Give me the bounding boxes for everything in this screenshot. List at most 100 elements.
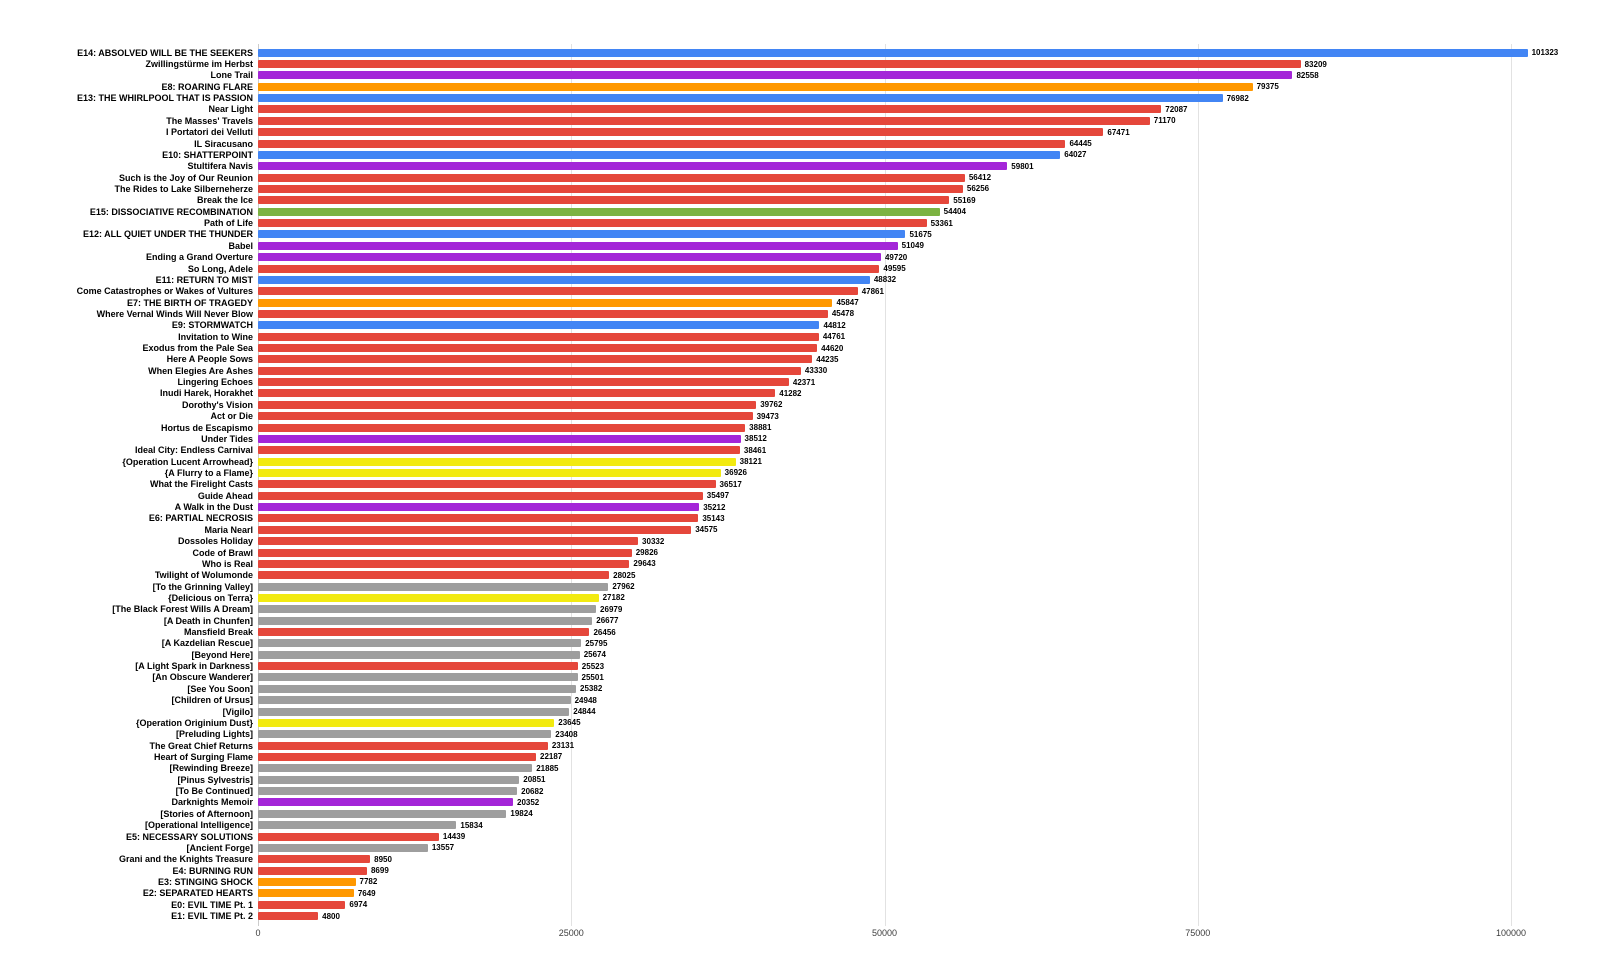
bar-label: Grani and the Knights Treasure [118,854,253,865]
bar [258,207,940,216]
bar-row: Exodus from the Pale Sea 44620 [0,342,1600,353]
bar [258,707,570,716]
bar-value-label: 25674 [583,650,606,660]
bar [258,821,457,830]
bar-value-label: 14439 [442,832,466,841]
bar [258,866,367,875]
bar-value-label: 20682 [521,786,544,796]
bar [258,287,858,296]
bar-row: A Walk in the Dust 35212 [0,501,1600,512]
bar-row: Near Light 72087 [0,104,1600,115]
bar [258,900,346,909]
bar-value-label: 26979 [600,604,623,614]
bar [258,673,578,682]
bar-value-label: 29643 [633,559,656,569]
bar-value-label: 8950 [374,854,392,864]
bar-label: The Rides to Lake Silberneherze [114,183,253,194]
bar [258,718,555,727]
bar-value-label: 21885 [536,763,559,773]
bar [258,48,1528,57]
bar-value-label: 49595 [883,264,906,273]
bar [258,752,536,761]
bar-row: E14: ABSOLVED WILL BE THE SEEKERS 101323 [0,47,1600,58]
bar-value-label: 23645 [558,718,581,728]
bar-value-label: 24948 [574,695,597,705]
bar-value-label: 47861 [861,286,884,296]
bar-label: Maria Nearl [204,524,253,535]
bar-value-label: 15834 [460,820,483,830]
bar-value-label: 27182 [602,593,625,603]
bar [258,730,552,739]
bar-row: Ending a Grand Overture 49720 [0,251,1600,262]
bar-label: Dorothy's Vision [182,399,253,410]
bar [258,764,533,773]
bar [258,798,513,807]
bar-label: {Delicious on Terra} [168,592,253,603]
bar-row: E11: RETURN TO MIST 48832 [0,274,1600,285]
x-axis-tick-label: 100000 [1495,928,1527,938]
x-axis-tick-label: 25000 [558,928,584,938]
bar-value-label: 101323 [1531,48,1559,58]
bar-value-label: 49720 [884,252,908,262]
bar [258,344,818,353]
bar-value-label: 45478 [831,309,855,319]
bar-row: {Operation Lucent Arrowhead} 38121 [0,456,1600,467]
bar-label: [To Be Continued] [175,786,253,797]
bar [258,219,927,228]
bar-row: E4: BURNING RUN 8699 [0,865,1600,876]
bar [258,196,950,205]
bar [258,275,870,284]
bar-row: E2: SEPARATED HEARTS 7649 [0,888,1600,899]
bar-label: Heart of Surging Flame [153,751,253,762]
bar-row: Who is Real 29643 [0,558,1600,569]
bar-label: [A Light Spark in Darkness] [135,661,253,672]
bar-row: [Operational Intelligence] 15834 [0,819,1600,830]
bar [258,628,590,637]
bar-value-label: 79375 [1256,82,1279,92]
bar-value-label: 38881 [749,423,772,433]
bar-label: E8: ROARING FLARE [161,81,253,92]
bar-row: [Pinus Sylvestris] 20851 [0,774,1600,785]
bar-label: E1: EVIL TIME Pt. 2 [171,911,253,922]
bar-value-label: 76982 [1226,93,1249,103]
gridline [884,44,886,926]
bar-label: Near Light [208,104,253,115]
bar-value-label: 36517 [719,479,742,489]
bar [258,412,753,421]
bar-label: E7: THE BIRTH OF TRAGEDY [126,297,253,308]
bar-label: E10: SHATTERPOINT [162,149,253,160]
bar-row: The Masses' Travels 71170 [0,115,1600,126]
bar [258,230,906,239]
bar-label: E11: RETURN TO MIST [155,274,253,285]
bar-row: Code of Brawl 29826 [0,547,1600,558]
bar-row: E6: PARTIAL NECROSIS 35143 [0,513,1600,524]
bar-row: E0: EVIL TIME Pt. 1 6974 [0,899,1600,910]
bar [258,355,813,364]
gridline [1511,44,1512,926]
bar [258,696,571,705]
bar-label: A Walk in the Dust [174,502,253,513]
bar-value-label: 82558 [1296,70,1319,80]
bar-value-label: 43330 [804,366,828,376]
bar [258,912,319,921]
bar-row: Maria Nearl 34575 [0,524,1600,535]
bar-row: Mansfield Break 26456 [0,626,1600,637]
bar [258,82,1253,91]
bar [258,94,1223,103]
bar-label: [Pinus Sylvestris] [177,774,253,785]
bar-row: [See You Soon] 25382 [0,683,1600,694]
bar [258,298,833,307]
bar [258,662,578,671]
bar [258,71,1293,80]
bar-row: Guide Ahead 35497 [0,490,1600,501]
bar [258,309,828,318]
bar-row: E9: STORMWATCH 44812 [0,320,1600,331]
bar-label: Exodus from the Pale Sea [142,343,253,354]
bar-value-label: 38121 [739,457,762,467]
bar [258,775,520,784]
bar-value-label: 35497 [706,491,730,501]
bar [258,787,518,796]
bar [258,593,599,602]
bar [258,525,692,534]
bar-label: Where Vernal Winds Will Never Blow [96,308,253,319]
